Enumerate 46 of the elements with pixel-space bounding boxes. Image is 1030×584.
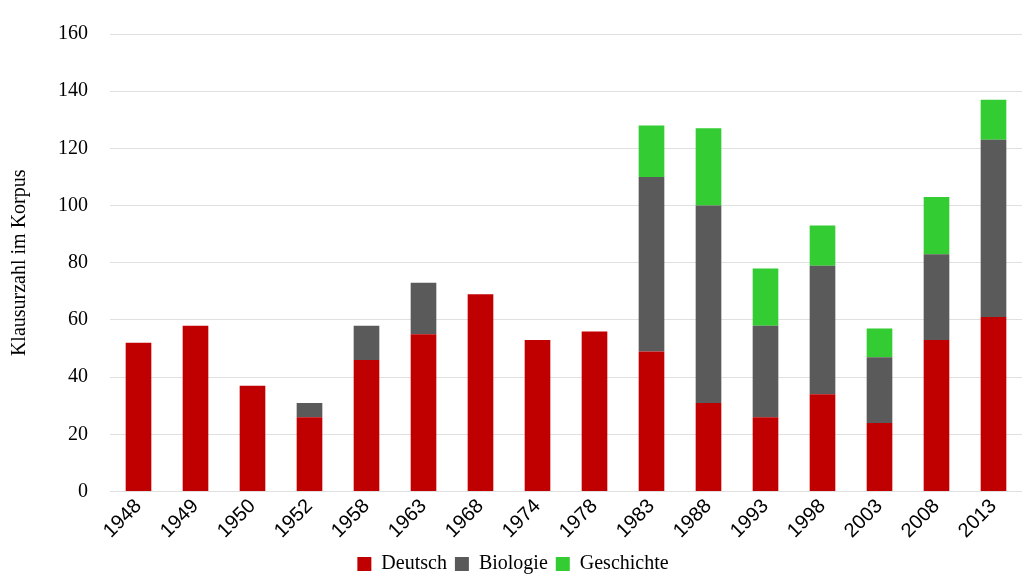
legend-label: Deutsch [381,551,447,574]
bar [866,328,893,358]
y-tick-label: 100 [58,192,88,215]
y-tick-label: 160 [58,21,88,44]
bar [923,254,950,340]
bar [239,385,266,492]
bar [809,394,836,492]
bar [296,417,323,492]
y-tick-label: 40 [68,364,88,387]
y-tick-label: 120 [58,135,88,158]
y-axis-title: Klausurzahl im Korpus [7,169,31,357]
bar [524,340,551,492]
bar [752,325,779,418]
bar [353,360,380,492]
bar [809,225,836,266]
bar [980,317,1007,492]
y-tick-label: 80 [68,250,88,273]
y-tick-label: 60 [68,307,88,330]
bar [923,340,950,492]
bar [581,331,608,492]
bar [695,205,722,403]
bar [638,351,665,492]
bar [752,268,779,326]
bar [410,282,437,335]
bar [809,265,836,395]
y-tick-label: 0 [78,478,88,501]
bar [467,294,494,492]
bar [410,334,437,492]
y-tick-label: 20 [68,421,88,444]
legend-label: Biologie [478,551,548,575]
bar [353,325,380,361]
bar [125,342,152,492]
bar [638,125,665,177]
legend-label: Geschichte [579,551,669,574]
bar [866,357,893,423]
bar [182,325,209,492]
bar [296,402,323,418]
bar [752,417,779,492]
y-tick-label: 140 [58,78,88,101]
bar [923,197,950,255]
bar [866,422,893,492]
bar [695,402,722,492]
bar [980,139,1007,318]
bar [638,176,665,352]
bar [695,128,722,206]
bar [980,99,1007,140]
